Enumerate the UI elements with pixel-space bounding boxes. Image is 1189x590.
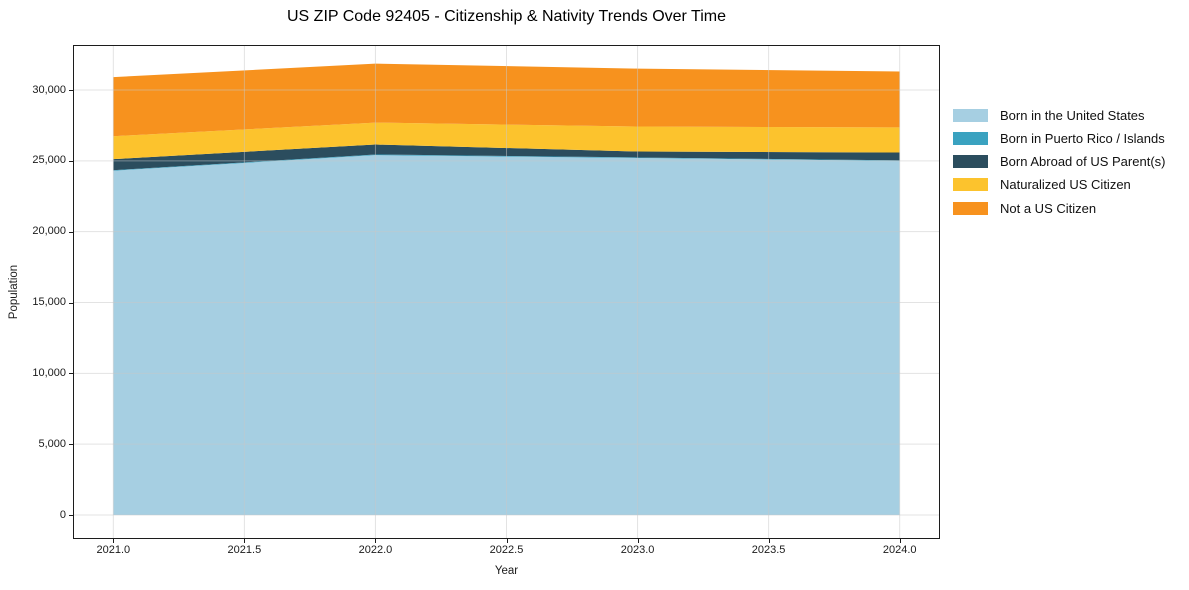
legend-label: Naturalized US Citizen — [1000, 177, 1131, 193]
y-tick-mark — [69, 90, 73, 91]
y-tick-mark — [69, 515, 73, 516]
legend-label: Not a US Citizen — [1000, 200, 1097, 216]
legend-item-born-in-the-united-states: Born in the United States — [953, 107, 1165, 123]
y-tick-mark — [69, 160, 73, 162]
x-tick-mark — [768, 539, 770, 543]
x-tick-label: 2022.0 — [358, 544, 393, 556]
legend-swatch — [953, 155, 988, 169]
x-tick-mark — [375, 539, 377, 543]
y-tick-label: 5,000 — [38, 437, 66, 450]
x-tick-mark — [637, 539, 639, 543]
y-axis-label: Population — [8, 264, 20, 320]
x-tick-label: 2021.5 — [227, 544, 262, 556]
y-tick-label: 30,000 — [32, 83, 66, 96]
legend-item-born-abroad-of-us-parent-s: Born Abroad of US Parent(s) — [953, 154, 1166, 170]
legend-label: Born in the United States — [1000, 107, 1145, 123]
x-tick-mark — [899, 539, 901, 543]
plot-area — [73, 45, 940, 539]
y-tick-mark — [69, 373, 73, 375]
legend: Born in the United States Born in Puerto … — [953, 108, 1165, 224]
y-tick-label: 10,000 — [32, 366, 66, 379]
y-tick-label: 20,000 — [32, 225, 66, 238]
x-tick-label: 2023.5 — [751, 544, 786, 556]
x-tick-mark — [113, 539, 115, 543]
area-born-in-puerto-rico-islands — [113, 154, 900, 171]
legend-item-born-in-puerto-rico-islands: Born in Puerto Rico / Islands — [953, 130, 1165, 146]
legend-item-naturalized-us-citizen: Naturalized US Citizen — [953, 177, 1165, 193]
legend-swatch — [953, 178, 988, 192]
legend-item-not-a-us-citizen: Not a US Citizen — [953, 200, 1165, 216]
x-tick-label: 2022.5 — [489, 544, 524, 556]
area-born-abroad-of-us-parent-s — [113, 144, 900, 171]
y-tick-label: 25,000 — [32, 154, 66, 167]
legend-swatch — [953, 201, 988, 215]
y-tick-mark — [69, 231, 73, 233]
gridlines — [74, 46, 939, 538]
y-tick-mark — [69, 444, 73, 446]
legend-label: Born in Puerto Rico / Islands — [1000, 130, 1165, 146]
y-tick-mark — [69, 302, 73, 304]
y-tick-label: 15,000 — [32, 296, 66, 308]
x-tick-label: 2023.0 — [620, 544, 655, 556]
x-axis-label: Year — [494, 565, 519, 577]
legend-label: Born Abroad of US Parent(s) — [1000, 154, 1166, 170]
x-tick-label: 2024.0 — [882, 544, 917, 556]
legend-swatch — [953, 108, 988, 122]
stacked-area-svg — [74, 46, 939, 538]
legend-swatch — [953, 131, 988, 145]
y-tick-label: 0 — [59, 508, 66, 521]
x-tick-mark — [506, 539, 508, 543]
x-tick-mark — [244, 539, 246, 543]
chart-title: US ZIP Code 92405 - Citizenship & Nativi… — [287, 8, 726, 25]
x-tick-label: 2021.0 — [96, 544, 131, 556]
